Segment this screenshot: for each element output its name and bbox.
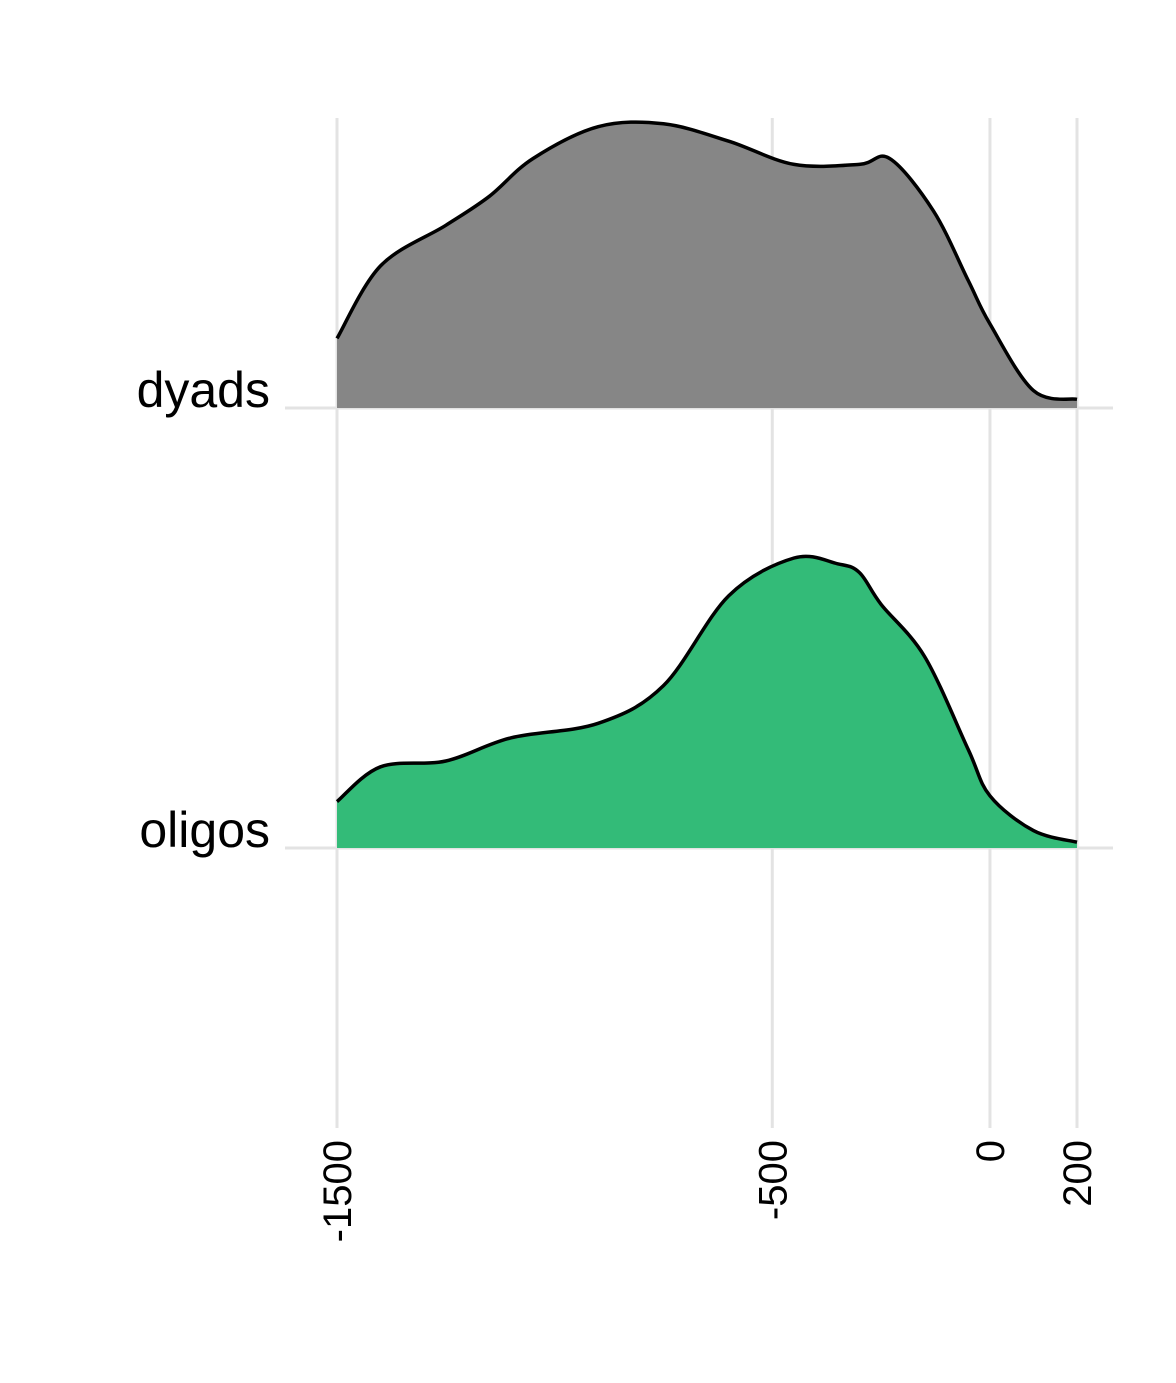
ridge-area-dyads: [337, 122, 1077, 408]
category-labels: dyads oligos: [137, 362, 270, 858]
ridge-outline-dyads: [335, 120, 1078, 402]
ridge-area-oligos: [337, 556, 1077, 848]
x-tick-label-2: 0: [969, 1140, 1013, 1162]
ridge-outline-oligos: [335, 554, 1078, 844]
category-label-dyads: dyads: [137, 362, 270, 418]
x-tick-label-1: -500: [751, 1140, 795, 1220]
x-tick-label-3: 200: [1056, 1140, 1100, 1207]
x-axis-ticks: -1500 -500 0 200: [316, 1140, 1100, 1242]
category-label-oligos: oligos: [139, 802, 270, 858]
ridges: [335, 120, 1078, 848]
x-tick-label-0: -1500: [316, 1140, 360, 1242]
